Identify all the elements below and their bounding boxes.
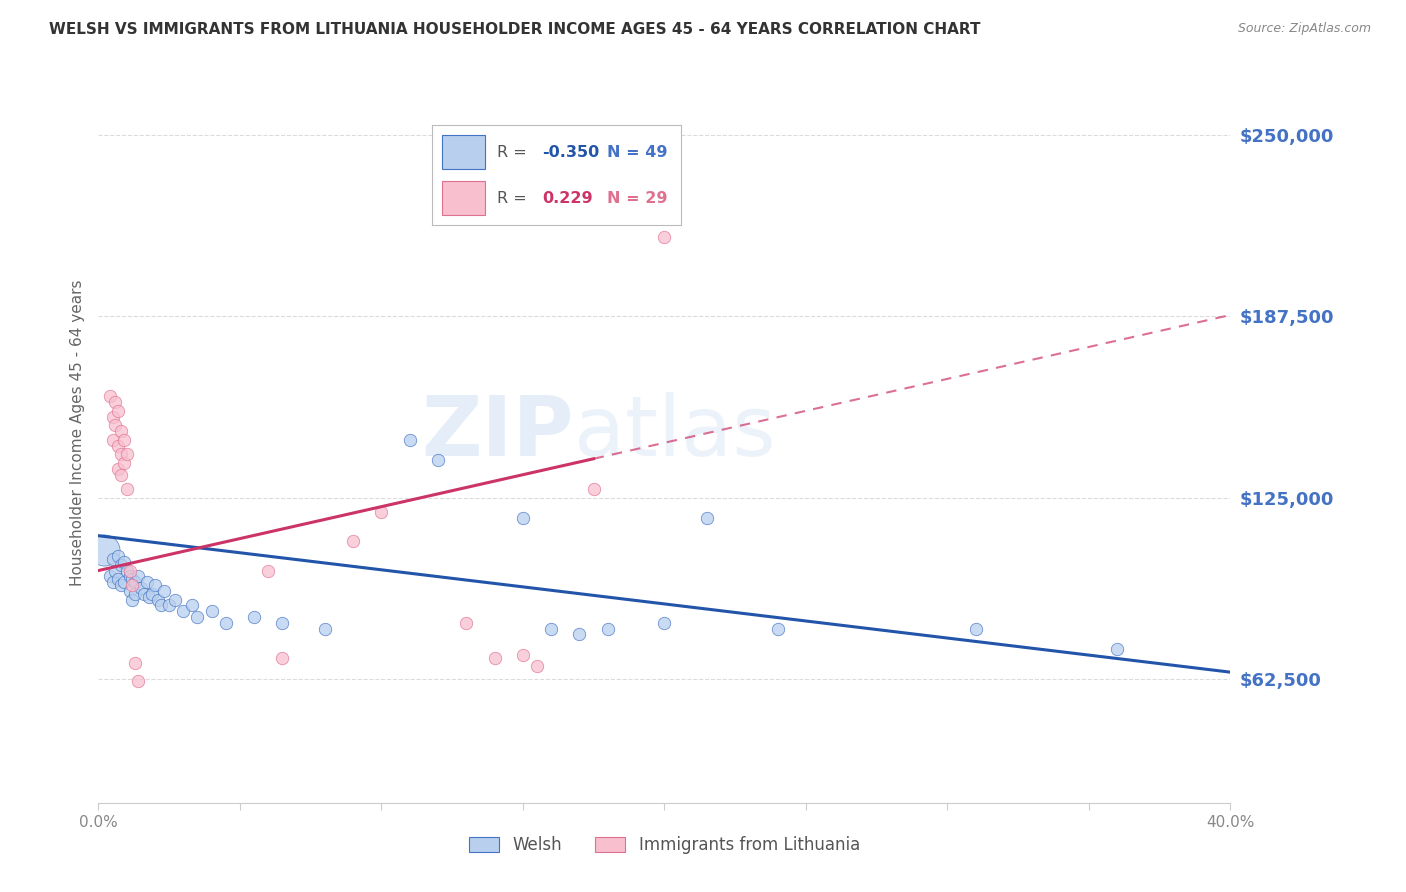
Point bbox=[118, 564, 141, 578]
Text: WELSH VS IMMIGRANTS FROM LITHUANIA HOUSEHOLDER INCOME AGES 45 - 64 YEARS CORRELA: WELSH VS IMMIGRANTS FROM LITHUANIA HOUSE… bbox=[49, 22, 981, 37]
Point bbox=[127, 673, 149, 688]
Point bbox=[257, 564, 280, 578]
Point bbox=[118, 569, 141, 583]
Point bbox=[342, 534, 364, 549]
Point bbox=[107, 572, 129, 586]
Point bbox=[118, 583, 141, 598]
Point bbox=[107, 404, 129, 418]
Point bbox=[271, 650, 294, 665]
Point bbox=[512, 511, 534, 525]
Point bbox=[110, 447, 132, 461]
Text: atlas: atlas bbox=[574, 392, 776, 473]
Point bbox=[110, 578, 132, 592]
Point bbox=[138, 590, 160, 604]
Point bbox=[101, 552, 124, 566]
Point bbox=[124, 575, 146, 590]
Point bbox=[115, 482, 138, 496]
Point bbox=[121, 578, 143, 592]
Point bbox=[568, 627, 591, 641]
Point bbox=[370, 506, 392, 520]
Point bbox=[112, 456, 135, 470]
Point bbox=[132, 587, 155, 601]
Point bbox=[98, 569, 121, 583]
Point bbox=[104, 564, 127, 578]
Point bbox=[215, 615, 238, 630]
Point bbox=[127, 569, 149, 583]
Point bbox=[107, 462, 129, 476]
Point bbox=[101, 575, 124, 590]
Point bbox=[98, 389, 121, 403]
Point bbox=[124, 587, 146, 601]
Point bbox=[696, 511, 718, 525]
Point bbox=[107, 549, 129, 563]
Point bbox=[115, 447, 138, 461]
Point bbox=[1107, 641, 1129, 656]
Point bbox=[141, 587, 163, 601]
Point bbox=[186, 610, 208, 624]
Point bbox=[163, 592, 186, 607]
Point bbox=[526, 659, 548, 673]
Point bbox=[112, 575, 135, 590]
Point bbox=[157, 599, 180, 613]
Point bbox=[107, 439, 129, 453]
Point bbox=[110, 467, 132, 482]
Point bbox=[180, 599, 202, 613]
Y-axis label: Householder Income Ages 45 - 64 years: Householder Income Ages 45 - 64 years bbox=[69, 279, 84, 586]
Point bbox=[115, 564, 138, 578]
Point bbox=[427, 453, 450, 467]
Point bbox=[201, 604, 224, 618]
Point bbox=[582, 482, 605, 496]
Point bbox=[456, 615, 478, 630]
Point bbox=[121, 572, 143, 586]
Text: Source: ZipAtlas.com: Source: ZipAtlas.com bbox=[1237, 22, 1371, 36]
Point bbox=[149, 599, 172, 613]
Point bbox=[652, 229, 676, 244]
Point bbox=[112, 555, 135, 569]
Point bbox=[121, 592, 143, 607]
Point bbox=[596, 622, 619, 636]
Point bbox=[110, 424, 132, 438]
Point bbox=[152, 583, 174, 598]
Point bbox=[965, 622, 987, 636]
Point bbox=[110, 558, 132, 572]
Point bbox=[124, 657, 146, 671]
Point bbox=[766, 622, 789, 636]
Point bbox=[540, 622, 562, 636]
Point bbox=[271, 615, 294, 630]
Point bbox=[104, 395, 127, 409]
Point bbox=[129, 581, 152, 595]
Point bbox=[484, 650, 506, 665]
Point bbox=[93, 543, 115, 558]
Point bbox=[314, 622, 336, 636]
Point bbox=[101, 409, 124, 424]
Point bbox=[104, 418, 127, 433]
Point bbox=[243, 610, 266, 624]
Point bbox=[112, 433, 135, 447]
Point bbox=[101, 433, 124, 447]
Text: ZIP: ZIP bbox=[422, 392, 574, 473]
Point bbox=[146, 592, 169, 607]
Legend: Welsh, Immigrants from Lithuania: Welsh, Immigrants from Lithuania bbox=[463, 830, 866, 861]
Point bbox=[143, 578, 166, 592]
Point bbox=[398, 433, 420, 447]
Point bbox=[135, 575, 157, 590]
Point bbox=[652, 615, 676, 630]
Point bbox=[172, 604, 194, 618]
Point bbox=[512, 648, 534, 662]
